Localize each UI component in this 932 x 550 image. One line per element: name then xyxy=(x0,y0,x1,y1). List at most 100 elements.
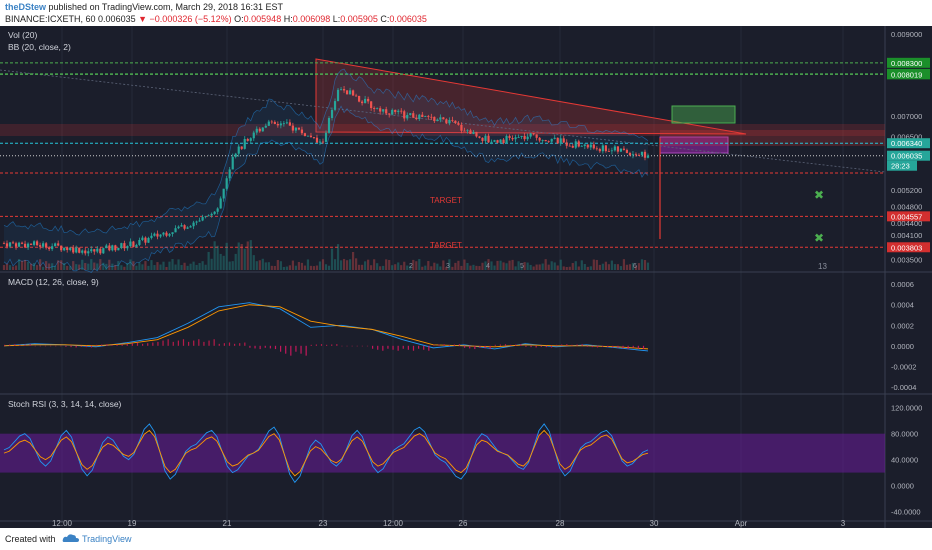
candle-body-6[interactable] xyxy=(20,242,24,244)
candle-body-107[interactable] xyxy=(324,132,328,142)
candle-body-129[interactable] xyxy=(391,109,394,115)
candle-body-49[interactable] xyxy=(150,235,153,238)
candle-body-137[interactable] xyxy=(415,117,418,120)
candle-body-189[interactable] xyxy=(571,145,574,148)
candle-body-157[interactable] xyxy=(475,131,478,137)
candle-body-133[interactable] xyxy=(403,111,406,119)
candle-body-210[interactable] xyxy=(634,154,638,156)
candle-body-93[interactable] xyxy=(282,123,285,125)
candle-body-44[interactable] xyxy=(135,244,138,247)
candle-body-103[interactable] xyxy=(312,137,316,138)
candle-body-197[interactable] xyxy=(595,148,598,150)
candle-body-26[interactable] xyxy=(81,250,84,253)
candle-body-56[interactable] xyxy=(171,232,174,234)
candle-body-54[interactable] xyxy=(165,232,168,236)
candle-body-55[interactable] xyxy=(168,233,171,236)
candle-body-110[interactable] xyxy=(333,101,337,110)
candle-body-16[interactable] xyxy=(51,246,54,250)
candle-body-5[interactable] xyxy=(17,242,21,247)
candle-body-195[interactable] xyxy=(589,144,592,148)
candle-body-113[interactable] xyxy=(342,89,346,91)
candle-body-30[interactable] xyxy=(93,249,96,252)
tradingview-brand[interactable]: TradingView xyxy=(82,534,132,544)
candle-body-10[interactable] xyxy=(32,241,36,245)
candle-body-25[interactable] xyxy=(78,247,81,253)
candle-body-181[interactable] xyxy=(547,141,550,143)
candle-body-158[interactable] xyxy=(478,136,481,138)
candle-body-102[interactable] xyxy=(309,135,313,138)
candle-body-62[interactable] xyxy=(189,226,192,228)
candle-body-130[interactable] xyxy=(394,109,397,112)
candle-body-176[interactable] xyxy=(532,133,535,135)
candle-body-7[interactable] xyxy=(23,243,27,248)
candle-body-31[interactable] xyxy=(96,248,99,252)
candle-body-81[interactable] xyxy=(246,139,249,141)
candle-body-66[interactable] xyxy=(201,217,204,221)
author-name[interactable]: theDStew xyxy=(5,2,47,12)
candle-body-156[interactable] xyxy=(472,131,475,134)
candle-body-155[interactable] xyxy=(469,130,472,134)
candle-body-185[interactable] xyxy=(559,138,562,144)
candle-body-59[interactable] xyxy=(180,225,183,227)
long-target-box[interactable] xyxy=(671,105,736,124)
candle-body-47[interactable] xyxy=(144,237,147,243)
candle-body-83[interactable] xyxy=(252,132,255,139)
candle-body-208[interactable] xyxy=(628,152,632,156)
candle-body-38[interactable] xyxy=(117,247,120,251)
candle-body-146[interactable] xyxy=(442,117,445,120)
candle-body-182[interactable] xyxy=(550,138,553,142)
candle-body-8[interactable] xyxy=(26,243,30,248)
candle-body-40[interactable] xyxy=(123,243,126,249)
candle-body-53[interactable] xyxy=(162,232,165,235)
candle-body-196[interactable] xyxy=(592,144,595,149)
candle-body-109[interactable] xyxy=(330,109,334,119)
candle-body-35[interactable] xyxy=(108,245,111,251)
candle-body-94[interactable] xyxy=(285,122,288,124)
candle-body-118[interactable] xyxy=(358,95,361,102)
candle-body-65[interactable] xyxy=(198,220,201,222)
candle-body-160[interactable] xyxy=(484,135,487,141)
candle-body-192[interactable] xyxy=(580,145,583,147)
candle-body-45[interactable] xyxy=(138,239,141,245)
candle-body-57[interactable] xyxy=(174,228,177,233)
candle-body-172[interactable] xyxy=(520,135,523,138)
candle-body-163[interactable] xyxy=(493,140,496,142)
candle-body-24[interactable] xyxy=(75,247,78,253)
candle-body-70[interactable] xyxy=(213,211,216,214)
candle-body-50[interactable] xyxy=(153,233,156,236)
candle-body-17[interactable] xyxy=(54,243,57,247)
candle-body-154[interactable] xyxy=(466,130,469,132)
candle-body-79[interactable] xyxy=(240,146,243,149)
candle-body-147[interactable] xyxy=(445,119,448,124)
candle-body-139[interactable] xyxy=(421,114,424,117)
candle-body-123[interactable] xyxy=(373,108,376,109)
candle-body-177[interactable] xyxy=(535,134,538,138)
candle-body-20[interactable] xyxy=(63,247,66,251)
candle-body-29[interactable] xyxy=(90,249,93,252)
candle-body-203[interactable] xyxy=(613,146,616,151)
candle-body-125[interactable] xyxy=(379,108,382,112)
candle-body-178[interactable] xyxy=(538,137,541,141)
candle-body-48[interactable] xyxy=(147,237,150,243)
candle-body-141[interactable] xyxy=(427,116,430,117)
candle-body-80[interactable] xyxy=(243,139,246,149)
candle-body-98[interactable] xyxy=(297,127,301,130)
chart-area[interactable]: 0.0006 0.0004 0.0002 0.0000 -0.0002 -0.0004 1… xyxy=(0,26,932,528)
candle-body-21[interactable] xyxy=(66,247,69,250)
candle-body-121[interactable] xyxy=(367,98,370,102)
candle-body-132[interactable] xyxy=(400,110,403,112)
candle-body-14[interactable] xyxy=(45,243,48,248)
candle-body-209[interactable] xyxy=(631,154,635,156)
candle-body-69[interactable] xyxy=(210,213,213,216)
candle-body-114[interactable] xyxy=(345,90,349,95)
candle-body-34[interactable] xyxy=(105,245,108,249)
candle-body-12[interactable] xyxy=(39,245,42,247)
candle-body-127[interactable] xyxy=(385,109,388,114)
candle-body-3[interactable] xyxy=(11,242,15,244)
candle-body-143[interactable] xyxy=(433,116,436,122)
candle-body-183[interactable] xyxy=(553,137,556,139)
candle-body-1[interactable] xyxy=(5,243,9,247)
candle-body-120[interactable] xyxy=(364,98,367,104)
trend-line[interactable] xyxy=(0,69,886,173)
candle-body-202[interactable] xyxy=(610,150,613,152)
